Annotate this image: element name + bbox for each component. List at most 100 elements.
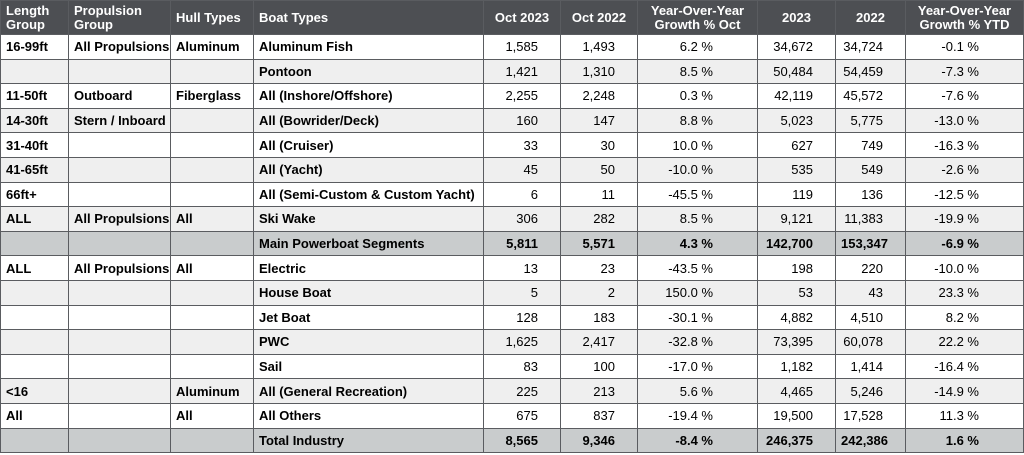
subtotal-row: Main Powerboat Segments 5,811 5,571 4.3 % 14…: [0, 230, 1024, 257]
table-cell: -30.1 %: [637, 304, 758, 331]
table-cell: Total Industry: [253, 427, 484, 454]
table-cell: 549: [835, 156, 906, 183]
table-cell: -0.1 %: [905, 34, 1024, 60]
table-cell: 1,585: [483, 34, 561, 60]
table-cell: 16-99ft: [0, 34, 69, 60]
table-cell: Aluminum Fish: [253, 34, 484, 60]
table-cell: All Propulsions: [68, 255, 171, 281]
table-cell: 535: [757, 156, 836, 183]
table-cell: 13: [483, 255, 561, 281]
table-cell: 43: [835, 279, 906, 306]
table-cell: 119: [757, 181, 836, 208]
table-cell: 41-65ft: [0, 156, 69, 183]
table-cell: 50,484: [757, 58, 836, 85]
table-cell: All (General Recreation): [253, 378, 484, 404]
table-cell: 1,414: [835, 353, 906, 380]
column-header: Oct 2023: [483, 0, 561, 35]
table-cell: Aluminum: [170, 378, 254, 404]
column-header: Oct 2022: [560, 0, 638, 35]
table-cell: [68, 304, 171, 331]
table-cell: 1,310: [560, 58, 638, 85]
table-cell: [68, 156, 171, 183]
table-cell: 1,493: [560, 34, 638, 60]
table-cell: 150.0 %: [637, 279, 758, 306]
table-cell: 306: [483, 206, 561, 232]
table-row: 16-99ft All Propulsions Aluminum Aluminum F…: [0, 34, 1024, 60]
table-cell: 5.6 %: [637, 378, 758, 404]
table-row: 66ft+ All (Semi-Custom & Custom Yacht) 6 11…: [0, 181, 1024, 208]
table-row: 14-30ft Stern / Inboard All (Bowrider/Deck…: [0, 107, 1024, 134]
table-cell: [170, 353, 254, 380]
table-cell: 6: [483, 181, 561, 208]
table-row: Jet Boat 128 183 -30.1 % 4,882 4,510 8.2 %: [0, 304, 1024, 331]
table-cell: [170, 156, 254, 183]
table-cell: Fiberglass: [170, 83, 254, 109]
table-cell: 8.5 %: [637, 58, 758, 85]
table-cell: 1,182: [757, 353, 836, 380]
table-cell: 17,528: [835, 402, 906, 429]
table-cell: -10.0 %: [905, 255, 1024, 281]
subtotal-row: Total Industry 8,565 9,346 -8.4 % 246,375 242…: [0, 427, 1024, 454]
table-cell: [170, 304, 254, 331]
table-cell: All Propulsions: [68, 206, 171, 232]
table-cell: 2,248: [560, 83, 638, 109]
table-cell: Stern / Inboard: [68, 107, 171, 134]
table-cell: Outboard: [68, 83, 171, 109]
table-cell: 1.6 %: [905, 427, 1024, 454]
table-cell: 60,078: [835, 329, 906, 355]
table-row: Sail 83 100 -17.0 % 1,182 1,414 -16.4 %: [0, 353, 1024, 380]
table-cell: All Others: [253, 402, 484, 429]
table-cell: 246,375: [757, 427, 836, 454]
table-cell: 34,672: [757, 34, 836, 60]
table-cell: Jet Boat: [253, 304, 484, 331]
table-cell: 5,246: [835, 378, 906, 404]
table-cell: 136: [835, 181, 906, 208]
table-cell: 19,500: [757, 402, 836, 429]
table-cell: [170, 230, 254, 257]
table-cell: 6.2 %: [637, 34, 758, 60]
column-header: 2023: [757, 0, 836, 35]
table-cell: Aluminum: [170, 34, 254, 60]
table-cell: 2,255: [483, 83, 561, 109]
table-cell: [68, 279, 171, 306]
table-cell: ALL: [0, 255, 69, 281]
table-cell: [0, 304, 69, 331]
table-cell: 53: [757, 279, 836, 306]
table-row: 11-50ft Outboard Fiberglass All (Inshore/Of…: [0, 83, 1024, 109]
table-cell: 23: [560, 255, 638, 281]
column-header: Year-Over-Year Growth % Oct: [637, 0, 758, 35]
table-cell: -19.9 %: [905, 206, 1024, 232]
column-header: Boat Types: [253, 0, 484, 35]
table-cell: 31-40ft: [0, 132, 69, 158]
table-cell: 45: [483, 156, 561, 183]
table-cell: [0, 329, 69, 355]
table-row: Pontoon 1,421 1,310 8.5 % 50,484 54,459 -7.3 %: [0, 58, 1024, 85]
table-cell: 33: [483, 132, 561, 158]
table-cell: 45,572: [835, 83, 906, 109]
table-cell: 160: [483, 107, 561, 134]
table-row: PWC 1,625 2,417 -32.8 % 73,395 60,078 22.2 %: [0, 329, 1024, 355]
table-cell: 30: [560, 132, 638, 158]
table-cell: [68, 378, 171, 404]
table-cell: -14.9 %: [905, 378, 1024, 404]
table-cell: 2,417: [560, 329, 638, 355]
column-header: Length Group: [0, 0, 69, 35]
table-cell: 5,811: [483, 230, 561, 257]
table-cell: 4,510: [835, 304, 906, 331]
table-cell: 4,465: [757, 378, 836, 404]
table-cell: All Propulsions: [68, 34, 171, 60]
table-cell: -43.5 %: [637, 255, 758, 281]
table-cell: 34,724: [835, 34, 906, 60]
table-cell: [68, 402, 171, 429]
table-cell: 50: [560, 156, 638, 183]
table-row: ALL All Propulsions All Electric 13 23 -43.5 %…: [0, 255, 1024, 281]
table-cell: 8.2 %: [905, 304, 1024, 331]
table-cell: -45.5 %: [637, 181, 758, 208]
table-cell: 4,882: [757, 304, 836, 331]
table-cell: 2: [560, 279, 638, 306]
table-cell: [170, 132, 254, 158]
table-cell: 83: [483, 353, 561, 380]
table-cell: [170, 279, 254, 306]
